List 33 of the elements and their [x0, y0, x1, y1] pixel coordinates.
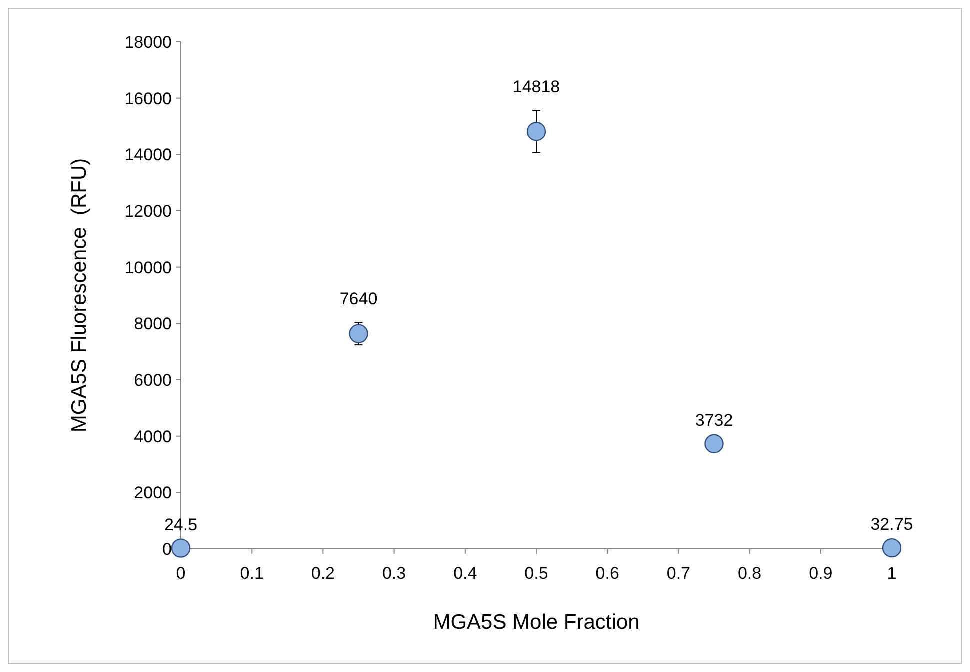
- x-tick-label: 0.6: [596, 564, 620, 583]
- y-tick-label: 18000: [124, 32, 172, 52]
- y-tick-label: 4000: [134, 427, 172, 446]
- data-label: 7640: [340, 290, 378, 309]
- y-axis-title: MGA5S Fluorescence (RFU): [68, 158, 91, 433]
- data-label: 14818: [512, 78, 560, 96]
- y-tick-label: 0: [162, 540, 172, 559]
- point: [349, 324, 368, 344]
- y-tick-label: 14000: [124, 146, 172, 165]
- x-tick-label: 0.3: [382, 564, 406, 583]
- x-tick-label: 0.2: [311, 564, 336, 583]
- y-tick-label: 12000: [124, 202, 172, 221]
- x-tick-label: 0.9: [809, 564, 833, 583]
- x-tick-label: 0.5: [524, 564, 548, 583]
- data-label: 3732: [695, 410, 734, 430]
- y-tick-label: 8000: [134, 314, 172, 334]
- x-axis-title: MGA5S Mole Fraction: [433, 611, 640, 634]
- point: [526, 122, 546, 142]
- data-label: 32.75: [870, 515, 914, 534]
- x-tick-label: 0: [176, 564, 186, 583]
- y-tick-label: 6000: [134, 370, 172, 390]
- y-tick-label: 2000: [134, 484, 172, 503]
- x-tick-label: 0.1: [240, 564, 264, 583]
- point: [171, 538, 191, 558]
- y-tick-label: 16000: [124, 89, 172, 108]
- x-tick-label: 1: [887, 564, 897, 583]
- x-tick-label: 0.7: [666, 564, 691, 583]
- x-tick-label: 0.4: [454, 564, 478, 583]
- x-tick-label: 0.8: [738, 564, 762, 583]
- y-tick-label: 10000: [124, 258, 172, 278]
- point: [882, 538, 902, 558]
- data-label: 24.5: [164, 515, 198, 534]
- point: [704, 434, 724, 454]
